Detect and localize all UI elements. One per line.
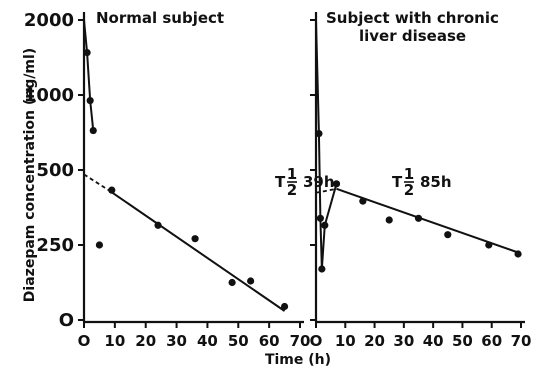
data-point bbox=[414, 214, 423, 222]
data-point bbox=[321, 221, 329, 229]
x-tick-label: 20 bbox=[364, 332, 385, 350]
panel-title-line: liver disease bbox=[359, 27, 466, 45]
x-tick-label: 70 bbox=[511, 332, 532, 350]
data-point bbox=[280, 302, 289, 311]
half-life-prefix: T bbox=[275, 173, 286, 191]
panel-title: Normal subject bbox=[96, 9, 224, 27]
x-tick-label: 10 bbox=[335, 332, 356, 350]
panel-liver-disease: O 10 20 30 40 50 60 70 Subject with chronicliver… bbox=[310, 9, 532, 350]
data-point bbox=[316, 214, 324, 222]
series-line bbox=[315, 19, 338, 270]
half-life-fraction-num: 1 bbox=[404, 165, 414, 183]
x-tick-label: 60 bbox=[259, 332, 280, 350]
x-tick-label: O bbox=[310, 332, 323, 350]
y-tick-label: 2000 bbox=[24, 10, 74, 31]
half-life-fraction-den: 2 bbox=[404, 181, 414, 199]
regression-line bbox=[108, 189, 286, 312]
half-life-fraction-num: 1 bbox=[287, 165, 297, 183]
data-point bbox=[228, 278, 236, 287]
data-point bbox=[89, 126, 97, 135]
x-tick-label: 10 bbox=[104, 332, 125, 350]
data-point bbox=[83, 48, 91, 57]
x-tick-label: 50 bbox=[228, 332, 249, 350]
data-point bbox=[191, 235, 199, 243]
x-tick-label: 40 bbox=[197, 332, 218, 350]
half-life-value: 85h bbox=[420, 173, 452, 191]
y-tick-label: O bbox=[59, 310, 74, 331]
half-life-annotation: T 12 39h bbox=[275, 165, 335, 199]
y-axis-label: Diazepam concentration (ng/ml) bbox=[22, 48, 38, 302]
data-point bbox=[315, 129, 323, 138]
x-tick-label: O bbox=[78, 332, 91, 350]
half-life-annotation: T 12 85h bbox=[392, 165, 452, 199]
data-point bbox=[108, 186, 116, 194]
x-tick-label: 30 bbox=[166, 332, 187, 350]
x-tick-label: 50 bbox=[452, 332, 473, 350]
x-tick-label: 20 bbox=[135, 332, 156, 350]
x-axis-label: Time (h) bbox=[265, 352, 331, 368]
data-point bbox=[444, 231, 452, 239]
data-point bbox=[385, 216, 393, 224]
data-point bbox=[359, 197, 367, 205]
panel-title-line: Subject with chronic bbox=[326, 9, 499, 27]
half-life-fraction-den: 2 bbox=[287, 181, 297, 199]
x-tick-label: 70 bbox=[290, 332, 311, 350]
series-line bbox=[83, 19, 95, 131]
data-point bbox=[95, 241, 104, 249]
data-point bbox=[154, 221, 162, 229]
extrapolation-line bbox=[83, 173, 110, 191]
panel-normal-subject: O 250 500 1000 2000 O 10 20 30 40 50 60 70 Normal sub… bbox=[24, 9, 335, 350]
data-point bbox=[247, 277, 255, 285]
data-point bbox=[318, 265, 326, 273]
y-tick-label: 1000 bbox=[24, 85, 74, 106]
y-tick-label: 250 bbox=[36, 235, 74, 256]
x-tick-label: 40 bbox=[423, 332, 444, 350]
y-tick-label: 500 bbox=[36, 160, 74, 181]
x-tick-label: 60 bbox=[481, 332, 502, 350]
data-point bbox=[485, 241, 493, 249]
x-tick-label: 30 bbox=[393, 332, 414, 350]
data-point bbox=[332, 180, 341, 188]
half-life-prefix: T bbox=[392, 173, 403, 191]
data-point bbox=[86, 96, 94, 105]
data-point bbox=[514, 250, 522, 258]
